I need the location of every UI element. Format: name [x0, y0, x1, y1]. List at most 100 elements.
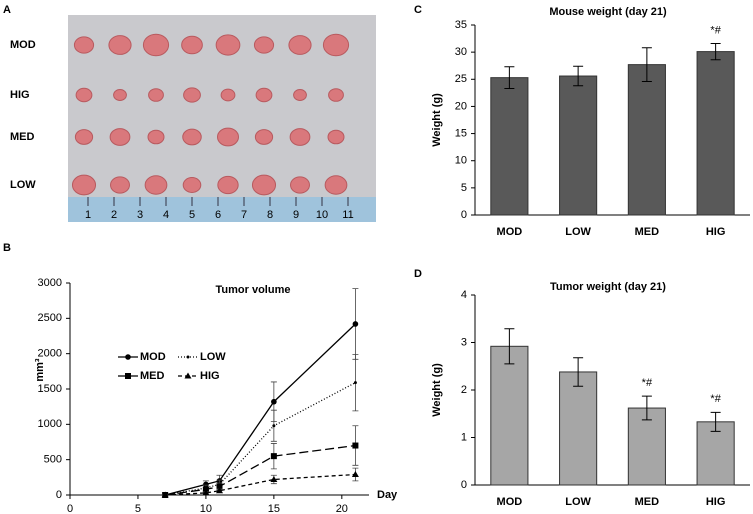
- tumor: [142, 33, 170, 57]
- y-tick-label: 35: [455, 19, 467, 31]
- series-line: [165, 382, 356, 496]
- marker: [202, 489, 210, 496]
- y-tick-label: 2000: [38, 348, 62, 360]
- ruler-label: 7: [241, 209, 247, 221]
- marker: [270, 453, 277, 460]
- tumor: [324, 175, 348, 195]
- significance-label: *#: [710, 393, 721, 405]
- tumor: [251, 174, 277, 196]
- tumor: [74, 129, 94, 145]
- y-tick-label: 1500: [38, 383, 62, 395]
- panel-label: B: [3, 242, 11, 254]
- marker: [203, 481, 209, 488]
- tumor: [182, 177, 202, 193]
- legend-label: MOD: [140, 351, 166, 363]
- y-tick-label: 4: [461, 289, 467, 301]
- tumor: [328, 88, 344, 102]
- bar: [490, 345, 529, 486]
- y-tick-label: 2: [461, 384, 467, 396]
- ruler-label: 9: [293, 209, 299, 221]
- y-tick-label: 30: [455, 46, 467, 58]
- chart-title: Tumor volume: [216, 284, 291, 296]
- x-tick-label: 5: [135, 503, 141, 514]
- panel-label: C: [414, 4, 422, 16]
- tumor: [182, 128, 202, 146]
- error-bar: [710, 42, 721, 61]
- y-axis-label: Weight (g): [431, 93, 443, 147]
- tumor: [113, 89, 127, 101]
- ruler-label: 2: [111, 209, 117, 221]
- y-tick-label: 2500: [38, 312, 62, 324]
- ruler-label: 11: [342, 209, 353, 221]
- marker: [186, 355, 190, 359]
- x-tick-label: 15: [268, 503, 280, 514]
- bar: [559, 371, 598, 486]
- row-label: MED: [10, 131, 35, 143]
- panel-label: A: [3, 4, 11, 16]
- x-tick-label: 10: [200, 503, 212, 514]
- tumor: [293, 89, 307, 101]
- ruler-label: 3: [137, 209, 143, 221]
- x-axis-label: Day: [377, 489, 398, 501]
- x-tick-label: LOW: [565, 226, 591, 238]
- bar: [627, 64, 666, 216]
- x-tick-label: 0: [67, 503, 73, 514]
- tumor: [290, 176, 310, 194]
- x-tick-label: HIG: [706, 496, 726, 508]
- y-tick-label: 0: [461, 209, 467, 221]
- tumor: [108, 35, 132, 55]
- tumor: [322, 33, 350, 57]
- tumor: [255, 87, 273, 103]
- tumor: [71, 174, 97, 196]
- marker: [352, 321, 359, 327]
- x-tick-label: MOD: [497, 226, 523, 238]
- ruler-label: 8: [267, 209, 273, 221]
- tumor: [183, 87, 201, 103]
- marker: [272, 424, 276, 428]
- marker: [353, 381, 357, 385]
- x-tick-label: 20: [336, 503, 348, 514]
- tumor: [110, 176, 130, 194]
- legend-label: MED: [140, 370, 165, 382]
- row-label: LOW: [10, 179, 36, 191]
- y-tick-label: 500: [44, 454, 62, 466]
- tumor: [254, 129, 274, 145]
- ruler: [68, 197, 376, 222]
- tumor: [253, 36, 275, 54]
- error-bar: [573, 65, 584, 87]
- legend-label: HIG: [200, 370, 220, 382]
- marker: [216, 483, 223, 490]
- y-tick-label: 5: [461, 182, 467, 194]
- marker: [216, 487, 223, 494]
- marker: [125, 373, 131, 379]
- y-tick-label: 20: [455, 100, 467, 112]
- tumor: [220, 88, 236, 102]
- error-bar: [504, 66, 515, 90]
- significance-label: *#: [642, 377, 653, 389]
- x-tick-label: MOD: [497, 496, 523, 508]
- marker: [161, 491, 169, 498]
- significance-label: *#: [710, 24, 721, 36]
- error-bar: [573, 357, 584, 387]
- tumor: [217, 127, 239, 147]
- tumor: [147, 129, 165, 145]
- error-bar: [710, 411, 721, 432]
- series-line: [164, 323, 356, 496]
- x-tick-label: MED: [635, 496, 660, 508]
- row-label: MOD: [10, 39, 36, 51]
- y-tick-label: 1000: [38, 418, 62, 430]
- marker: [125, 354, 131, 360]
- bar: [696, 421, 735, 486]
- y-tick-label: 0: [56, 489, 62, 501]
- tumor: [289, 128, 311, 146]
- bar: [696, 51, 735, 216]
- y-tick-label: 10: [455, 155, 467, 167]
- ruler-label: 6: [215, 209, 221, 221]
- tumor: [288, 35, 312, 55]
- y-tick-label: 3: [461, 336, 467, 348]
- bar: [559, 75, 598, 216]
- legend-label: LOW: [200, 351, 226, 363]
- tumor: [148, 88, 164, 102]
- tumor: [217, 175, 239, 195]
